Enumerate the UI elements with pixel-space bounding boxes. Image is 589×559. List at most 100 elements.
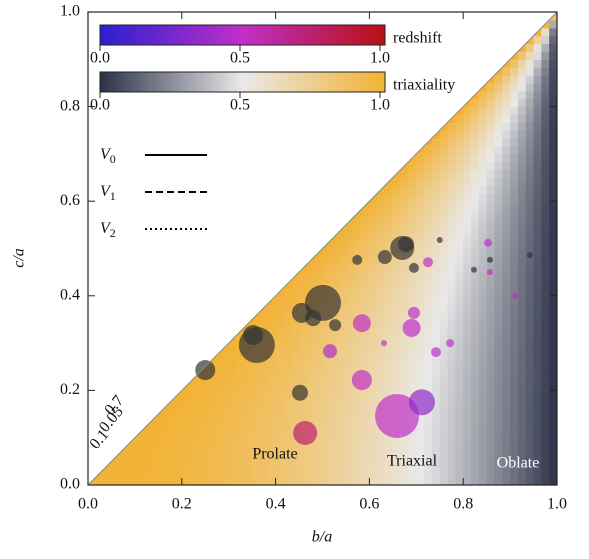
map-cell (345, 256, 355, 265)
map-cell (510, 256, 519, 265)
map-cell (197, 390, 206, 399)
map-cell (525, 59, 535, 68)
map-cell (533, 382, 542, 391)
point (484, 238, 493, 247)
map-cell (252, 374, 261, 384)
map-cell (299, 469, 308, 478)
map-cell (471, 311, 480, 321)
map-cell (431, 303, 441, 313)
map-cell (353, 295, 363, 305)
map-cell (455, 185, 464, 194)
map-cell (275, 461, 285, 470)
map-cell (392, 280, 402, 289)
map-cell (431, 256, 441, 265)
map-cell (424, 201, 433, 210)
map-cell (353, 327, 363, 336)
map-cell (478, 264, 488, 273)
map-cell (431, 248, 441, 257)
map-cell (541, 366, 550, 376)
map-cell (478, 343, 488, 352)
x-tick-label: 1.0 (547, 496, 567, 513)
map-cell (330, 461, 339, 470)
map-cell (213, 477, 222, 485)
map-cell (517, 114, 527, 123)
map-cell (525, 201, 535, 210)
map-cell (533, 43, 542, 53)
map-cell (510, 350, 519, 360)
map-cell (431, 461, 441, 470)
point (430, 347, 441, 358)
map-cell (486, 414, 496, 423)
map-cell (541, 272, 550, 281)
map-cell (439, 390, 449, 399)
map-cell (494, 161, 503, 171)
map-cell (236, 398, 245, 407)
map-cell (369, 414, 378, 423)
legend-label: V0 (100, 146, 116, 166)
map-cell (385, 264, 394, 273)
map-cell (447, 232, 456, 242)
map-cell (439, 146, 449, 155)
map-cell (330, 240, 339, 250)
map-cell (517, 67, 527, 76)
map-cell (486, 67, 496, 76)
map-cell (220, 437, 230, 447)
map-cell (431, 390, 441, 399)
map-cell (385, 343, 394, 352)
map-cell (259, 414, 269, 423)
map-cell (455, 130, 464, 139)
map-cell (494, 335, 503, 344)
map-cell (361, 437, 370, 447)
map-cell (439, 303, 449, 313)
map-cell (447, 224, 456, 234)
map-cell (330, 256, 339, 265)
map-cell (486, 209, 496, 218)
map-cell (252, 453, 261, 462)
map-cell (213, 469, 222, 478)
map-cell (408, 453, 417, 462)
map-cell (213, 429, 222, 439)
map-cell (345, 232, 355, 242)
map-cell (533, 461, 542, 470)
map-cell (541, 130, 550, 139)
map-cell (385, 327, 394, 336)
map-cell (345, 382, 355, 391)
map-cell (424, 272, 433, 281)
map-cell (416, 445, 425, 455)
map-cell (486, 161, 496, 171)
legend-label: V1 (100, 183, 116, 203)
map-cell (377, 280, 386, 289)
map-cell (345, 398, 355, 407)
map-cell (439, 382, 449, 391)
map-cell (134, 437, 144, 447)
map-cell (455, 461, 464, 470)
map-cell (173, 406, 183, 415)
map-cell (549, 138, 557, 147)
map-cell (385, 169, 394, 179)
map-cell (236, 421, 245, 431)
map-cell (400, 366, 410, 376)
map-cell (494, 280, 503, 289)
map-cell (447, 161, 456, 171)
map-cell (541, 453, 550, 462)
map-cell (330, 374, 339, 384)
map-cell (478, 453, 488, 462)
map-cell (510, 122, 519, 131)
map-cell (400, 445, 410, 455)
map-cell (455, 264, 464, 273)
map-cell (439, 350, 449, 360)
map-cell (345, 429, 355, 439)
map-cell (549, 287, 557, 297)
map-cell (400, 201, 410, 210)
map-cell (463, 421, 472, 431)
map-cell (502, 264, 511, 273)
map-cell (463, 437, 472, 447)
map-cell (338, 327, 347, 336)
map-cell (236, 461, 245, 470)
map-cell (517, 335, 527, 344)
map-cell (463, 232, 472, 242)
map-cell (275, 327, 285, 336)
map-cell (549, 421, 557, 431)
map-cell (291, 453, 300, 462)
map-cell (158, 437, 167, 447)
